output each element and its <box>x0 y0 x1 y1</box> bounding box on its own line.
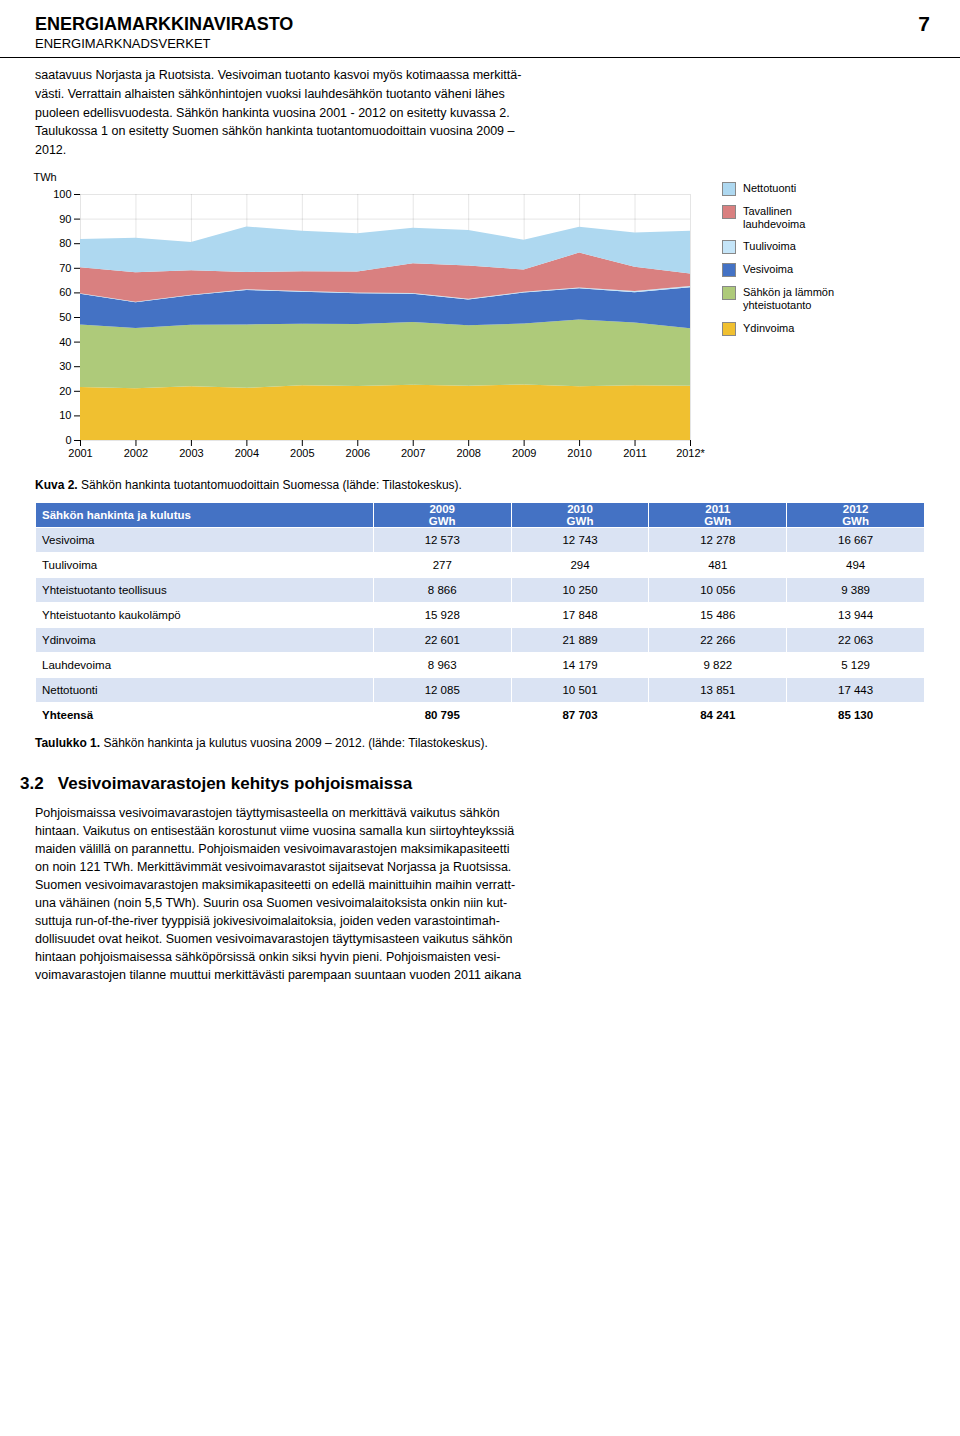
html-text:481: 481 <box>708 558 728 571</box>
html-text:22 063: 22 063 <box>838 633 874 646</box>
svg-text:2001: 2001 <box>68 447 92 459</box>
html-text:hintaan pohjoismaisessa sähköp: hintaan pohjoismaisessa sähköpörsissä on… <box>35 949 501 964</box>
html-text:10 250: 10 250 <box>562 583 598 596</box>
html-text:Sähkön ja lämmön yhteistuotant: Sähkön ja lämmön yhteistuotanto <box>743 286 835 312</box>
html-text:10 501: 10 501 <box>562 683 598 696</box>
html-text:saatavuus Norjasta ja Ruotsist: saatavuus Norjasta ja Ruotsista. Vesivoi… <box>35 68 522 157</box>
html-text:13 944: 13 944 <box>838 608 874 621</box>
html-text:10 056: 10 056 <box>700 583 736 596</box>
html-text:3.2 Vesivoimavarastojen kehity: 3.2 Vesivoimavarastojen kehitys pohjoism… <box>20 773 413 793</box>
html-text:12 278: 12 278 <box>700 533 736 546</box>
html-text:voimavarastojen tilanne muuttu: voimavarastojen tilanne muuttui merkittä… <box>35 967 522 982</box>
html-text:Pohjoismaissa vesivoimavarasto: Pohjoismaissa vesivoimavarastojen täytty… <box>35 805 500 820</box>
svg-text:20: 20 <box>59 385 71 397</box>
svg-text:TWh: TWh <box>34 171 57 183</box>
html-text:Tuulivoima: Tuulivoima <box>42 558 98 571</box>
html-text:Nettotuonti: Nettotuonti <box>743 181 797 194</box>
html-text:17 848: 17 848 <box>562 608 598 621</box>
html-text:80 795: 80 795 <box>424 708 460 721</box>
svg-text:10: 10 <box>59 409 71 421</box>
html-text:12 085: 12 085 <box>424 683 460 696</box>
html-text:2011 GWh: 2011 GWh <box>704 502 732 527</box>
html-text:17 443: 17 443 <box>838 683 874 696</box>
html-text:Ydinvoima: Ydinvoima <box>743 321 795 334</box>
svg-text:2008: 2008 <box>456 447 480 459</box>
html-text:294: 294 <box>570 558 590 571</box>
html-text:2012 GWh: 2012 GWh <box>842 502 869 527</box>
html-text:Yhteistuotanto teollisuus: Yhteistuotanto teollisuus <box>42 583 167 596</box>
svg-text:50: 50 <box>59 311 71 323</box>
html-text:13 851: 13 851 <box>700 683 736 696</box>
svg-text:2003: 2003 <box>179 447 203 459</box>
svg-text:2012*: 2012* <box>676 447 705 459</box>
html-text:9 822: 9 822 <box>703 658 733 671</box>
html-text:8 866: 8 866 <box>427 583 457 596</box>
html-text:12 573: 12 573 <box>424 533 460 546</box>
svg-text:90: 90 <box>59 212 71 224</box>
html-text:5 129: 5 129 <box>841 658 870 671</box>
svg-text:2007: 2007 <box>401 447 425 459</box>
html-text:Lauhdevoima: Lauhdevoima <box>42 658 112 671</box>
html-text:Yhteistuotanto kaukolämpö: Yhteistuotanto kaukolämpö <box>42 608 181 621</box>
html-text:7: 7 <box>918 12 930 35</box>
svg-text:2009: 2009 <box>512 447 536 459</box>
html-text:494: 494 <box>846 558 866 571</box>
html-text:15 486: 15 486 <box>700 608 736 621</box>
svg-text:80: 80 <box>59 237 71 249</box>
svg-text:2006: 2006 <box>346 447 370 459</box>
html-text:87 703: 87 703 <box>562 708 598 721</box>
html-text:hintaan. Vaikutus on entisestä: hintaan. Vaikutus on entisestään korostu… <box>35 823 515 838</box>
html-text:Vesivoima: Vesivoima <box>743 263 794 276</box>
html-text:suttuja run-of-the-river tyypp: suttuja run-of-the-river tyyppisiä jokiv… <box>35 913 500 928</box>
html-text:22 266: 22 266 <box>700 633 736 646</box>
html-text:14 179: 14 179 <box>562 658 598 671</box>
svg-text:2010: 2010 <box>567 447 591 459</box>
svg-text:2004: 2004 <box>235 447 259 459</box>
html-text:9 389: 9 389 <box>841 583 870 596</box>
html-text:ENERGIMARKNADSVERKET: ENERGIMARKNADSVERKET <box>35 36 211 51</box>
html-text:2010 GWh: 2010 GWh <box>566 502 594 527</box>
html-text:ENERGIAMARKKINAVIRASTO: ENERGIAMARKKINAVIRASTO <box>35 14 294 34</box>
html-text:Ydinvoima: Ydinvoima <box>42 633 96 646</box>
html-text:Nettotuonti: Nettotuonti <box>42 683 98 696</box>
html-text:on noin 121 TWh. Merkittävimmä: on noin 121 TWh. Merkittävimmät vesivoim… <box>35 859 512 874</box>
svg-text:40: 40 <box>59 335 71 347</box>
svg-text:30: 30 <box>59 360 71 372</box>
html-text:Taulukko 1. Sähkön hankinta ja: Taulukko 1. Sähkön hankinta ja kulutus v… <box>35 735 488 750</box>
html-text:Tavallinen lauhdevoima: Tavallinen lauhdevoima <box>743 204 806 230</box>
svg-text:2005: 2005 <box>290 447 314 459</box>
svg-text:0: 0 <box>65 434 71 446</box>
html-text:16 667: 16 667 <box>838 533 874 546</box>
html-text:84 241: 84 241 <box>700 708 736 721</box>
svg-text:2002: 2002 <box>124 447 148 459</box>
html-text:21 889: 21 889 <box>562 633 598 646</box>
html-text:una vähäinen (noin 5,5 TWh). S: una vähäinen (noin 5,5 TWh). Suurin osa … <box>35 895 508 910</box>
html-text:Tuulivoima: Tuulivoima <box>743 240 796 253</box>
svg-text:70: 70 <box>59 262 71 274</box>
html-text:85 130: 85 130 <box>838 708 874 721</box>
svg-text:100: 100 <box>53 188 71 200</box>
svg-text:2011: 2011 <box>623 447 647 459</box>
html-text:Sähkön hankinta ja kulutus: Sähkön hankinta ja kulutus <box>42 508 191 521</box>
html-text:2009 GWh: 2009 GWh <box>428 502 456 527</box>
html-text:277: 277 <box>432 558 452 571</box>
html-text:Kuva 2. Sähkön hankinta tuotan: Kuva 2. Sähkön hankinta tuotantomuodoitt… <box>35 477 462 492</box>
html-text:8 963: 8 963 <box>427 658 457 671</box>
html-text:dollisuudet ovat heikot. Suome: dollisuudet ovat heikot. Suomen vesivoim… <box>35 931 513 946</box>
html-text:22 601: 22 601 <box>424 633 460 646</box>
html-text:Suomen vesivoimavarastojen mak: Suomen vesivoimavarastojen maksimikapasi… <box>35 877 516 892</box>
html-text:12 743: 12 743 <box>562 533 598 546</box>
svg-text:60: 60 <box>59 286 71 298</box>
html-text:maiden välillä on parannettu.: maiden välillä on parannettu. Pohjoismai… <box>35 841 510 856</box>
html-text:Yhteensä: Yhteensä <box>42 708 94 721</box>
html-text:15 928: 15 928 <box>424 608 460 621</box>
html-text:Vesivoima: Vesivoima <box>42 533 95 546</box>
